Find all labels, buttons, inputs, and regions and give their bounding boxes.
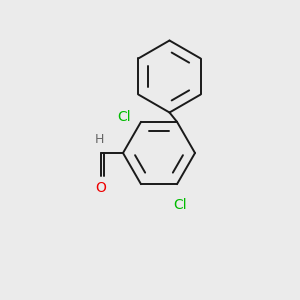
Text: O: O	[95, 181, 106, 195]
Text: Cl: Cl	[117, 110, 130, 124]
Text: Cl: Cl	[173, 198, 187, 212]
Text: H: H	[94, 134, 104, 146]
